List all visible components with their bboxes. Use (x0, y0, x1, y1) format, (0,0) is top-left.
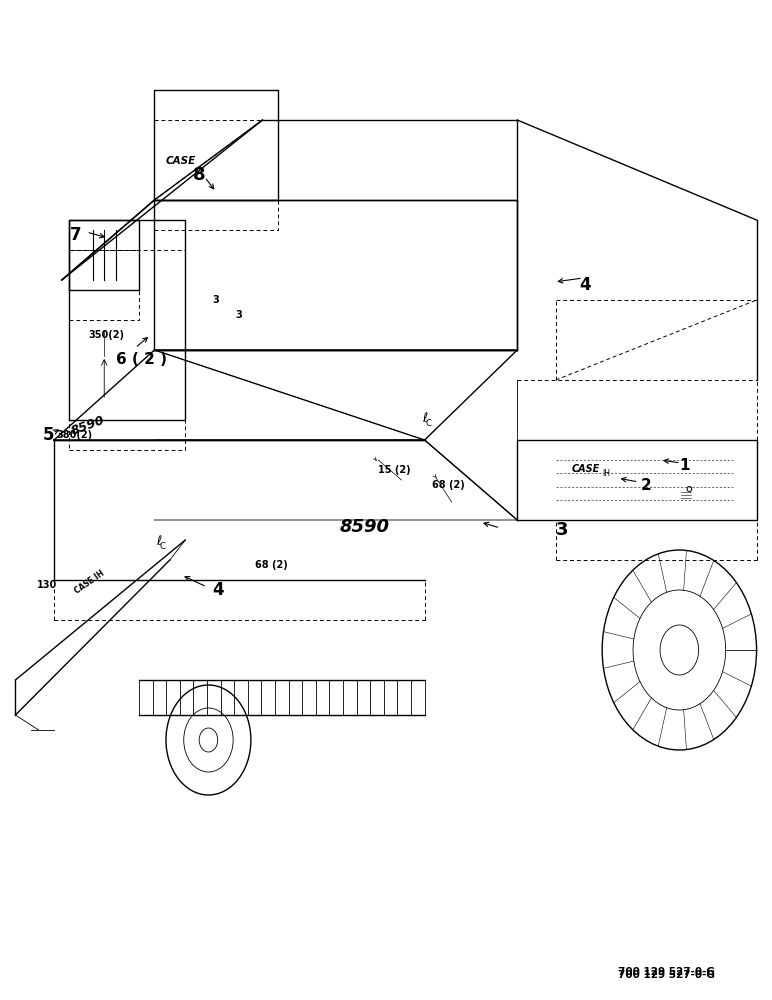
Text: 15 (2): 15 (2) (378, 465, 411, 475)
Text: 8590: 8590 (340, 518, 390, 536)
Text: 700 129 527-0-G: 700 129 527-0-G (618, 967, 714, 977)
Text: CASE: CASE (571, 464, 600, 474)
Text: 2: 2 (641, 478, 652, 492)
Text: 130: 130 (37, 580, 57, 590)
Text: 7: 7 (69, 226, 81, 244)
Text: CASE: CASE (166, 156, 196, 166)
Text: 3: 3 (556, 521, 568, 539)
Text: 350(2): 350(2) (89, 330, 125, 340)
Text: 8590: 8590 (69, 414, 107, 438)
Text: o: o (686, 484, 692, 494)
Text: 700 129 527-0-G: 700 129 527-0-G (618, 970, 714, 980)
Text: 3: 3 (235, 310, 242, 320)
Text: C: C (159, 542, 165, 551)
Text: ℓ: ℓ (156, 535, 161, 548)
Text: 5: 5 (42, 426, 54, 444)
Text: CASE IH: CASE IH (73, 569, 107, 596)
Text: IH: IH (602, 469, 610, 478)
Text: 68 (2): 68 (2) (255, 560, 287, 570)
Text: 68 (2): 68 (2) (432, 480, 465, 490)
Text: 6 ( 2 ): 6 ( 2 ) (116, 353, 167, 367)
Text: 8: 8 (193, 166, 205, 184)
Text: C: C (425, 419, 432, 428)
Text: 4: 4 (579, 276, 591, 294)
Text: 4: 4 (212, 581, 224, 599)
Text: 3: 3 (212, 295, 219, 305)
Text: ℓ: ℓ (422, 412, 427, 425)
Text: 380(2): 380(2) (56, 430, 93, 440)
Text: 1: 1 (679, 458, 690, 473)
